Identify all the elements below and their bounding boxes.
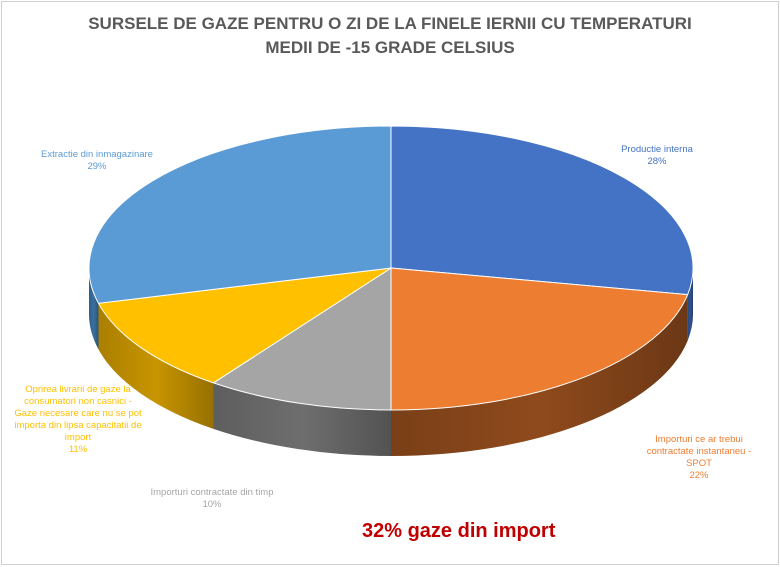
import-annotation: 32% gaze din import bbox=[362, 520, 556, 542]
slice-label-productie-interna: Productie interna 28% bbox=[602, 144, 712, 168]
chart-title-line2: MEDII DE -15 GRADE CELSIUS bbox=[265, 38, 515, 57]
slice-side-shade bbox=[213, 382, 391, 456]
pie-depth bbox=[89, 268, 693, 456]
chart-title-line1: SURSELE DE GAZE PENTRU O ZI DE LA FINELE… bbox=[88, 14, 692, 33]
slice-label-importuri-contractate: Importuri contractate din timp 10% bbox=[132, 487, 292, 511]
slice-label-name: Extractie din inmagazinare bbox=[41, 149, 153, 160]
slice-label-oprirea-livrarii: Oprirea livrarii de gaze la consumatori … bbox=[14, 384, 142, 456]
slice-label-importuri-spot: Importuri ce ar trebui contractate insta… bbox=[634, 434, 764, 482]
slice-importuri-contractate-din-timp bbox=[212, 267, 392, 411]
slice-label-pct: 29% bbox=[87, 161, 107, 172]
slice-label-pct: 22% bbox=[689, 470, 709, 481]
slice-importuri-ce-ar-trebui-contractate-insta bbox=[390, 267, 689, 411]
slice-label-extractie-inmagazinare: Extractie din inmagazinare 29% bbox=[32, 149, 162, 173]
slice-label-name: Importuri contractate din timp bbox=[150, 487, 274, 498]
slice-productie-interna bbox=[390, 125, 694, 296]
slice-oprirea-livrarii-de-gaze-la-consumatori- bbox=[97, 267, 392, 384]
slice-label-name: Oprirea livrarii de gaze la consumatori … bbox=[14, 384, 142, 443]
slice-extractie-din-inmagazinare bbox=[88, 125, 392, 304]
slice-side-shade bbox=[89, 268, 99, 350]
pie-slices bbox=[88, 125, 694, 411]
slice-label-name: Importuri ce ar trebui contractate insta… bbox=[646, 434, 752, 469]
slice-label-pct: 10% bbox=[202, 499, 222, 510]
chart-title: SURSELE DE GAZE PENTRU O ZI DE LA FINELE… bbox=[2, 12, 778, 60]
slice-label-name: Productie interna bbox=[621, 144, 693, 155]
slice-side-shade bbox=[391, 294, 688, 456]
slice-side-shade bbox=[687, 268, 693, 341]
slice-label-pct: 11% bbox=[68, 444, 88, 455]
slice-label-pct: 28% bbox=[647, 156, 667, 167]
slice-side-shade bbox=[98, 303, 214, 429]
